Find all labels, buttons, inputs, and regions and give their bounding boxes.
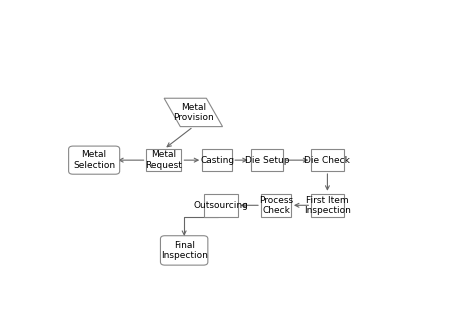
FancyBboxPatch shape [161,236,208,265]
Bar [146,149,182,171]
Text: Die Check: Die Check [304,156,350,164]
Bar [204,194,238,217]
Text: Casting: Casting [200,156,234,164]
Text: Metal
Selection: Metal Selection [73,150,115,170]
Text: Final
Inspection: Final Inspection [161,241,208,260]
Text: Outsourcing: Outsourcing [193,201,248,210]
Polygon shape [164,98,222,127]
Text: Metal
Provision: Metal Provision [173,103,214,122]
Text: Die Setup: Die Setup [245,156,289,164]
Text: Metal
Request: Metal Request [146,150,182,170]
Bar [261,194,291,217]
Text: First Item
Inspection: First Item Inspection [304,196,351,215]
Bar [251,149,283,171]
Bar [311,149,344,171]
FancyBboxPatch shape [69,146,119,174]
Bar [202,149,232,171]
Bar [311,194,344,217]
Text: Process
Check: Process Check [259,196,293,215]
